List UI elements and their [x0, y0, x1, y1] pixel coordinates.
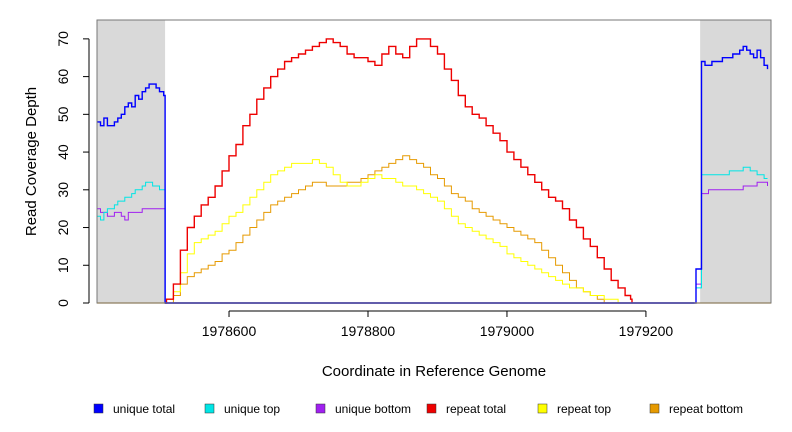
x-tick-label-1979000: 1979000: [480, 323, 535, 339]
y-tick-label-30: 30: [55, 182, 71, 198]
shaded-region-0: [97, 20, 166, 303]
legend-label-unique-total: unique total: [113, 402, 175, 416]
x-tick-label-1978800: 1978800: [341, 323, 396, 339]
y-axis: 0 10 20 30 40 50 60 70: [55, 31, 90, 307]
legend-label-unique-top: unique top: [224, 402, 280, 416]
series-line-repeat-total: [165, 38, 633, 304]
plot-frame: [96, 19, 772, 304]
y-tick-label-60: 60: [55, 69, 71, 85]
y-tick-label-10: 10: [55, 257, 71, 273]
x-axis-title: Coordinate in Reference Genome: [322, 363, 546, 380]
y-tick-label-70: 70: [55, 31, 71, 47]
legend-label-repeat-top: repeat top: [557, 402, 611, 416]
y-axis-title: Read Coverage Depth: [23, 87, 40, 236]
y-tick-label-20: 20: [55, 220, 71, 236]
x-tick-label-1979200: 1979200: [619, 323, 674, 339]
x-tick-label-1978600: 1978600: [202, 323, 257, 339]
series-line-repeat-top: [165, 159, 619, 303]
legend-swatch-repeat-bottom: [649, 403, 660, 414]
legend-swatch-repeat-top: [537, 403, 548, 414]
y-tick-label-0: 0: [55, 299, 71, 307]
legend-swatch-repeat-total: [426, 403, 437, 414]
legend-swatch-unique-total: [93, 403, 104, 414]
legend-swatch-unique-top: [204, 403, 215, 414]
legend-swatch-unique-bottom: [315, 403, 326, 414]
y-tick-label-50: 50: [55, 106, 71, 122]
legend-label-repeat-bottom: repeat bottom: [669, 402, 743, 416]
series-lines: [97, 38, 771, 304]
legend-label-repeat-total: repeat total: [446, 402, 506, 416]
legend-label-unique-bottom: unique bottom: [335, 402, 411, 416]
shaded-regions: [97, 20, 771, 303]
series-line-unique-bottom: [97, 181, 768, 304]
legend: unique total unique top unique bottom repea…: [93, 402, 743, 416]
series-line-repeat-bottom: [165, 155, 605, 304]
y-tick-label-40: 40: [55, 144, 71, 160]
series-line-unique-top: [97, 166, 768, 304]
shaded-region-1: [700, 20, 771, 303]
x-axis: 1978600 1978800 1979000 1979200: [202, 310, 674, 339]
